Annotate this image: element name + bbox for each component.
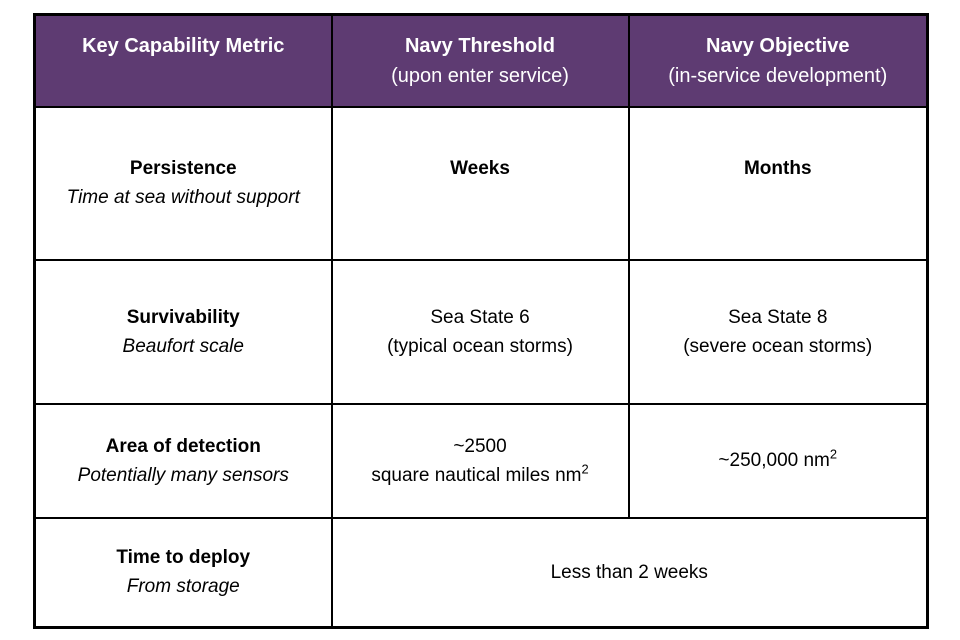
threshold-cell-survivability: Sea State 6 (typical ocean storms) [330,258,630,405]
header-threshold-subtitle: (upon enter service) [391,64,569,87]
table-row-area-of-detection: Area of detection Potentially many senso… [33,402,929,519]
metric-cell-persistence: Persistence Time at sea without support [33,105,333,261]
capability-table: Key Capability Metric Navy Threshold (up… [33,13,929,629]
objective-cell-persistence: Months [627,105,929,261]
header-cell-threshold: Navy Threshold (upon enter service) [330,13,630,108]
metric-title: Time to deploy [116,547,251,569]
objective-value: Months [743,158,812,179]
metric-subtitle: Beaufort scale [122,335,244,357]
header-cell-metric: Key Capability Metric [33,13,333,108]
objective-value: Sea State 8 [728,306,828,328]
metric-subtitle: Time at sea without support [66,187,300,208]
metric-cell-survivability: Survivability Beaufort scale [33,258,333,405]
objective-cell-survivability: Sea State 8 (severe ocean storms) [627,258,929,405]
header-cell-objective: Navy Objective (in-service development) [627,13,929,108]
merged-value: Less than 2 weeks [550,561,708,583]
metric-subtitle: Potentially many sensors [77,464,289,486]
metric-title: Survivability [126,306,240,328]
metric-cell-area: Area of detection Potentially many senso… [33,402,333,519]
threshold-value-note: (typical ocean storms) [387,335,573,357]
threshold-value: ~2500 [453,435,507,457]
header-objective-subtitle: (in-service development) [668,64,888,87]
header-metric-title: Key Capability Metric [82,34,285,57]
metric-title: Area of detection [105,435,261,457]
threshold-cell-area: ~2500 square nautical miles nm2 [330,402,630,519]
spacer [37,61,330,91]
header-threshold-title: Navy Threshold [404,34,556,57]
metric-title: Persistence [129,158,237,179]
metric-cell-deploy: Time to deploy From storage [33,516,333,629]
objective-value: ~250,000 nm2 [718,446,838,471]
spacer [334,183,627,212]
threshold-cell-persistence: Weeks [330,105,630,261]
table-row-survivability: Survivability Beaufort scale Sea State 6… [33,258,929,405]
objective-cell-area: ~250,000 nm2 [627,402,929,519]
threshold-value: Sea State 6 [430,306,530,328]
objective-value-note: (severe ocean storms) [683,335,873,357]
threshold-value: Weeks [450,158,510,179]
metric-subtitle: From storage [126,576,240,598]
header-objective-title: Navy Objective [706,34,850,57]
superscript: 2 [581,461,589,477]
table-header-row: Key Capability Metric Navy Threshold (up… [33,13,929,108]
threshold-value-unit: square nautical miles nm2 [371,461,589,486]
spacer [631,183,926,212]
superscript: 2 [829,446,838,462]
table-row-persistence: Persistence Time at sea without support … [33,105,929,261]
merged-value-cell-deploy: Less than 2 weeks [330,516,929,629]
table-row-time-to-deploy: Time to deploy From storage Less than 2 … [33,516,929,629]
